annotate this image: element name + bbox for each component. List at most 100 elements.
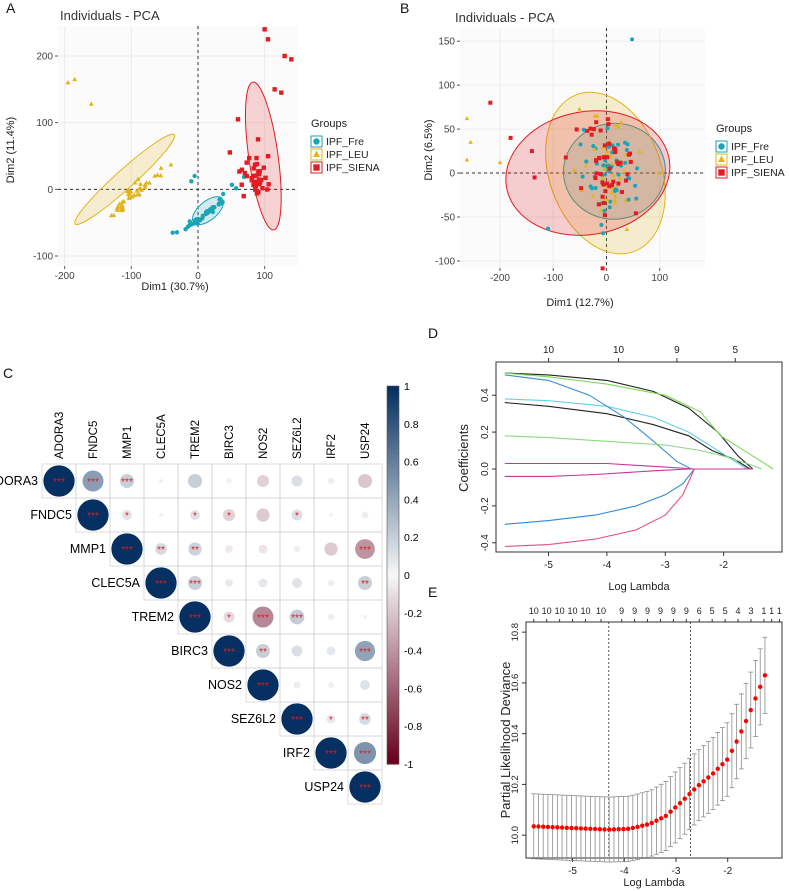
coefficient-path xyxy=(504,398,748,470)
colorbar-segment xyxy=(387,631,399,637)
colorbar-segment xyxy=(387,748,399,754)
correlation-circle xyxy=(222,508,236,522)
x-tick-label: -2 xyxy=(723,866,732,877)
data-point xyxy=(596,202,601,207)
deviance-point xyxy=(673,805,678,810)
deviance-point xyxy=(762,673,768,678)
y-tick-label: -0.4 xyxy=(480,534,491,552)
data-point xyxy=(589,132,594,137)
x-tick-label: -5 xyxy=(568,866,577,877)
deviance-point xyxy=(644,822,650,827)
correlation-circle xyxy=(223,611,235,623)
row-label: ADORA3 xyxy=(0,474,38,488)
correlation-circle xyxy=(362,614,368,620)
colorbar-segment xyxy=(387,476,399,482)
data-point xyxy=(605,198,610,203)
deviance-point xyxy=(531,824,536,829)
data-point xyxy=(143,180,149,185)
top-tick-label: 1 xyxy=(769,606,774,616)
deviance-point xyxy=(724,757,730,762)
correlation-circle xyxy=(225,579,233,587)
correlation-circle xyxy=(213,635,245,667)
data-point xyxy=(254,155,259,161)
correlation-circle xyxy=(354,640,376,662)
correlation-circle xyxy=(281,703,313,735)
top-tick-label: 9 xyxy=(684,606,689,616)
significance-stars: *** xyxy=(155,579,167,590)
column-label: NOS2 xyxy=(258,428,270,459)
deviance-point xyxy=(607,827,612,832)
deviance-point xyxy=(758,684,763,690)
colorbar-segment xyxy=(387,431,399,436)
data-point xyxy=(628,159,633,164)
correlation-circle xyxy=(293,545,301,553)
data-point xyxy=(235,117,241,122)
y-tick-label: 10.0 xyxy=(510,826,521,845)
data-point xyxy=(265,187,270,192)
panel-label-c: C xyxy=(3,365,13,381)
data-point xyxy=(220,191,226,197)
correlation-circle xyxy=(328,512,334,518)
correlation-circle xyxy=(315,737,347,769)
colorbar-segment xyxy=(387,397,399,402)
data-point xyxy=(616,181,621,186)
deviance-point xyxy=(640,823,645,828)
data-point xyxy=(72,76,78,82)
colorbar-segment xyxy=(387,472,399,478)
data-point xyxy=(585,128,590,133)
y-tick-label: 50 xyxy=(444,125,456,136)
correlation-circle xyxy=(145,567,177,599)
legend-marker xyxy=(718,143,725,150)
top-tick-label: 5 xyxy=(710,606,715,616)
y-tick-label: 10.4 xyxy=(510,724,521,743)
data-point xyxy=(583,163,589,168)
colorbar-segment xyxy=(387,457,399,463)
data-point xyxy=(464,157,470,162)
colorbar-tick-label: -0.4 xyxy=(404,646,422,658)
correlation-circle xyxy=(324,542,338,556)
deviance-point xyxy=(734,739,739,744)
data-point xyxy=(200,215,205,221)
data-point xyxy=(593,176,598,181)
colorbar-segment xyxy=(387,575,399,580)
correlation-circle xyxy=(292,578,302,588)
data-point xyxy=(624,227,630,232)
data-point xyxy=(168,162,174,167)
legend-label: IPF_LEU xyxy=(326,149,369,161)
correlation-circle xyxy=(291,645,303,657)
significance-stars: *** xyxy=(121,545,133,556)
colorbar-segment xyxy=(387,404,399,410)
row-label: MMP1 xyxy=(70,542,106,556)
legend-marker xyxy=(717,155,726,163)
data-point xyxy=(117,201,122,206)
deviance-point xyxy=(630,825,636,831)
top-tick-label: 9 xyxy=(632,606,637,616)
top-tick-label: 10 xyxy=(543,345,555,356)
top-tick-label: 4 xyxy=(736,606,741,616)
data-point xyxy=(266,182,271,187)
correlation-circle xyxy=(326,646,336,656)
data-point xyxy=(593,185,598,190)
colorbar-segment xyxy=(387,669,399,674)
data-point xyxy=(611,146,616,151)
correlation-circle xyxy=(293,681,301,689)
colorbar-segment xyxy=(387,506,399,512)
data-point xyxy=(259,177,264,183)
correlation-circle xyxy=(256,644,270,658)
x-tick-label: -100 xyxy=(121,271,141,282)
data-point xyxy=(577,106,582,111)
colorbar-segment xyxy=(387,711,399,716)
colorbar-tick-label: 0 xyxy=(404,570,410,582)
panel-c: ADORA3 FNDC5 MMP1 CLEC5A TREM2 BIRC3 NOS2 SEZ6L… xyxy=(0,381,422,805)
data-point xyxy=(607,205,612,210)
deviance-point xyxy=(710,771,716,776)
data-point xyxy=(497,160,503,165)
panel-a-ylabel: Dim2 (11.4%) xyxy=(5,117,17,183)
data-point xyxy=(594,120,599,125)
data-point xyxy=(272,87,277,92)
deviance-point xyxy=(720,761,725,767)
panel-a-points xyxy=(65,27,294,235)
data-point xyxy=(598,208,604,213)
data-point xyxy=(189,179,194,184)
data-point xyxy=(601,155,606,160)
